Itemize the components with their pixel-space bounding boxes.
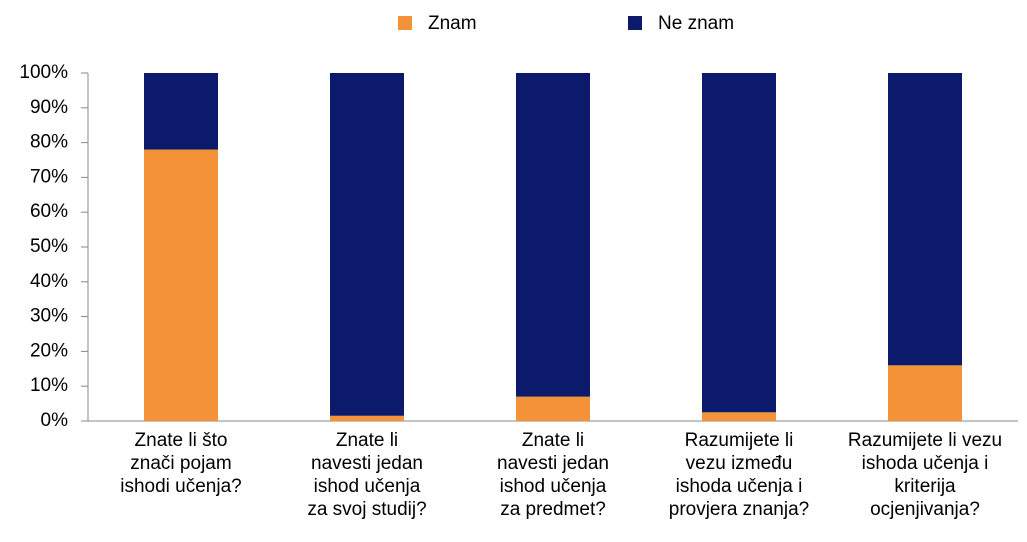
x-tick-label: Razumijete li vezu ishoda učenja i krite… [847,430,1003,520]
bar-segment [516,73,590,397]
y-tick-label: 30% [30,306,68,327]
y-tick-label: 20% [30,340,68,361]
y-tick-label: 10% [30,375,68,396]
bar-segment [144,149,218,421]
bar-segment [888,365,962,421]
legend-swatch [628,16,642,30]
y-tick-label: 60% [30,201,68,222]
legend-label: Ne znam [658,13,734,34]
y-tick-label: 80% [30,132,68,153]
y-tick-label: 90% [30,97,68,118]
bar-segment [702,73,776,413]
x-tick-label: Znate li navesti jedan ishod učenja za s… [307,430,427,520]
x-tick-label: Znate li što znači pojam ishodi učenja? [120,430,242,497]
bar-segment [330,415,404,421]
y-tick-label: 0% [41,410,69,431]
bar-segment [516,396,590,421]
y-tick-label: 50% [30,236,68,257]
y-tick-label: 100% [19,62,68,83]
bar-segment [330,73,404,416]
x-tick-label: Razumijete li vezu između ishoda učenja … [668,430,810,520]
bar-segment [144,73,218,150]
x-tick-label: Znate li navesti jedan ishod učenja za p… [497,430,609,520]
legend-label: Znam [428,13,477,34]
bar-segment [702,412,776,421]
y-tick-label: 70% [30,166,68,187]
legend-swatch [398,16,412,30]
bar-segment [888,73,962,366]
y-tick-label: 40% [30,271,68,292]
